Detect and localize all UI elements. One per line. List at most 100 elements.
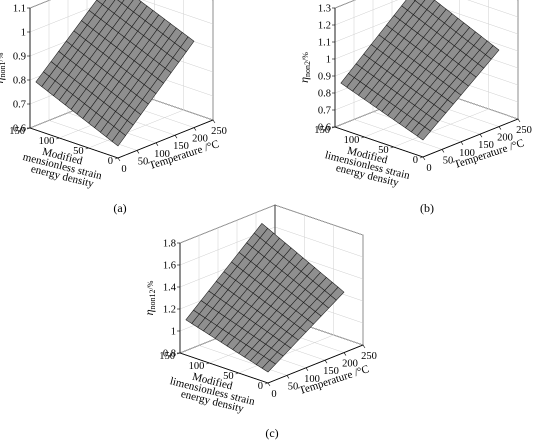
z-axis-title: ηnon1/% — [0, 52, 7, 83]
x-tick — [174, 135, 178, 139]
wall-gridline — [467, 0, 519, 18]
z-title-symbol: η — [297, 77, 311, 83]
x-tick — [460, 141, 464, 145]
floor-gridline — [48, 120, 138, 151]
wall-gridline — [29, 0, 51, 9]
x-tick — [267, 382, 271, 387]
z-title-symbol: η — [142, 309, 156, 315]
x-tick-label: 200 — [497, 133, 513, 144]
wall-gridline — [334, 0, 399, 26]
x-axis — [117, 119, 214, 159]
surface-panel-c: 0501001502002500501001500.811.21.41.61.8… — [142, 204, 377, 415]
surface-cell — [330, 286, 345, 301]
panel-label-b: (b) — [420, 201, 434, 215]
x-tick — [422, 156, 426, 161]
floor-gridline — [353, 119, 443, 150]
z-tick-label: 0.6 — [13, 124, 26, 135]
y-tick-label: 0 — [108, 156, 113, 167]
z-tick-label: 1.1 — [318, 38, 331, 49]
x-tick — [155, 142, 159, 146]
x-tick-label: 250 — [211, 126, 227, 137]
z-tick-label: 0.8 — [163, 349, 176, 360]
surface — [340, 0, 500, 141]
wall-gridline — [334, 0, 356, 9]
surface-panel-b: 0501001502002500501001500.60.70.80.911.1… — [297, 0, 532, 189]
x-tick-label: 0 — [121, 164, 126, 175]
y-tick — [56, 137, 60, 140]
z-axis-title: ηnon12/% — [142, 280, 157, 315]
y-axis — [179, 352, 269, 384]
y-tick — [264, 382, 269, 385]
y-tick-label: 50 — [223, 371, 234, 382]
y-tick — [390, 146, 394, 149]
z-tick-label: 0.6 — [318, 123, 331, 134]
z-tick-label: 0.7 — [13, 100, 26, 111]
panel-label-c: (c) — [265, 426, 278, 440]
x-tick — [517, 118, 521, 123]
y-tick-label: 150 — [314, 125, 330, 136]
floor-gridline — [198, 345, 288, 376]
y-tick — [206, 362, 210, 365]
x-tick — [305, 367, 309, 371]
x-tick-label: 200 — [192, 134, 208, 145]
x-tick-label: 50 — [443, 155, 454, 166]
x-tick — [286, 375, 290, 379]
z-tick-label: 0.8 — [13, 76, 26, 87]
y-tick-label: 0 — [413, 155, 418, 166]
x-tick — [136, 150, 140, 154]
x-tick — [479, 134, 483, 138]
y-axis — [334, 126, 424, 158]
z-tick-label: 1.6 — [163, 261, 176, 272]
y-tick-label: 100 — [189, 361, 205, 372]
y-tick — [361, 136, 365, 139]
x-tick-label: 50 — [288, 381, 299, 392]
wall-gridline — [274, 226, 364, 258]
x-tick-label: 150 — [173, 141, 189, 152]
x-tick-label: 100 — [154, 149, 170, 160]
x-tick-label: 200 — [342, 359, 358, 370]
x-tick-label: 0 — [426, 163, 431, 174]
x-tick-label: 250 — [516, 125, 532, 136]
z-tick-label: 0.9 — [13, 52, 26, 63]
y-tick-label: 150 — [9, 126, 25, 137]
z-title-unit: /% — [146, 280, 155, 289]
x-tick — [343, 352, 347, 356]
z-tick-label: 0.7 — [318, 106, 331, 117]
x-tick-label: 150 — [323, 366, 339, 377]
x-tick — [117, 157, 121, 162]
x-tick-label: 150 — [478, 140, 494, 151]
z-tick-label: 1.4 — [163, 283, 177, 294]
z-tick-label: 1.2 — [318, 21, 331, 32]
x-axis — [267, 344, 364, 384]
x-tick-label: 100 — [459, 148, 475, 159]
panel-label-a: (a) — [113, 201, 126, 215]
x-tick-label: 0 — [271, 389, 276, 400]
z-tick-label: 1.2 — [163, 305, 176, 316]
z-tick-label: 1 — [326, 55, 331, 66]
z-tick-label: 0.8 — [318, 89, 331, 100]
z-tick-label: 1.8 — [163, 239, 176, 250]
z-title-subscript: non12 — [148, 289, 157, 309]
x-tick — [324, 360, 328, 364]
floor-gridline — [393, 108, 489, 148]
z-tick-label: 0.9 — [318, 72, 331, 83]
x-tick — [193, 127, 197, 131]
y-tick-label: 0 — [258, 381, 263, 392]
x-tick-label: 250 — [361, 351, 377, 362]
surface-cell — [414, 0, 426, 6]
y-tick-label: 50 — [378, 145, 389, 156]
z-tick-label: 1 — [21, 28, 26, 39]
x-tick-label: 100 — [304, 374, 320, 385]
x-tick — [362, 344, 366, 349]
y-tick — [419, 156, 424, 159]
z-axis-title: ηnon2/% — [297, 52, 312, 83]
y-tick-label: 50 — [73, 146, 84, 157]
y-tick-label: 150 — [159, 351, 175, 362]
surface — [185, 223, 345, 373]
x-axis — [422, 118, 519, 158]
surface-cell — [96, 0, 107, 5]
z-title-subscript: non2 — [303, 61, 312, 77]
y-tick-label: 100 — [39, 136, 55, 147]
wall-gridline — [274, 204, 364, 236]
